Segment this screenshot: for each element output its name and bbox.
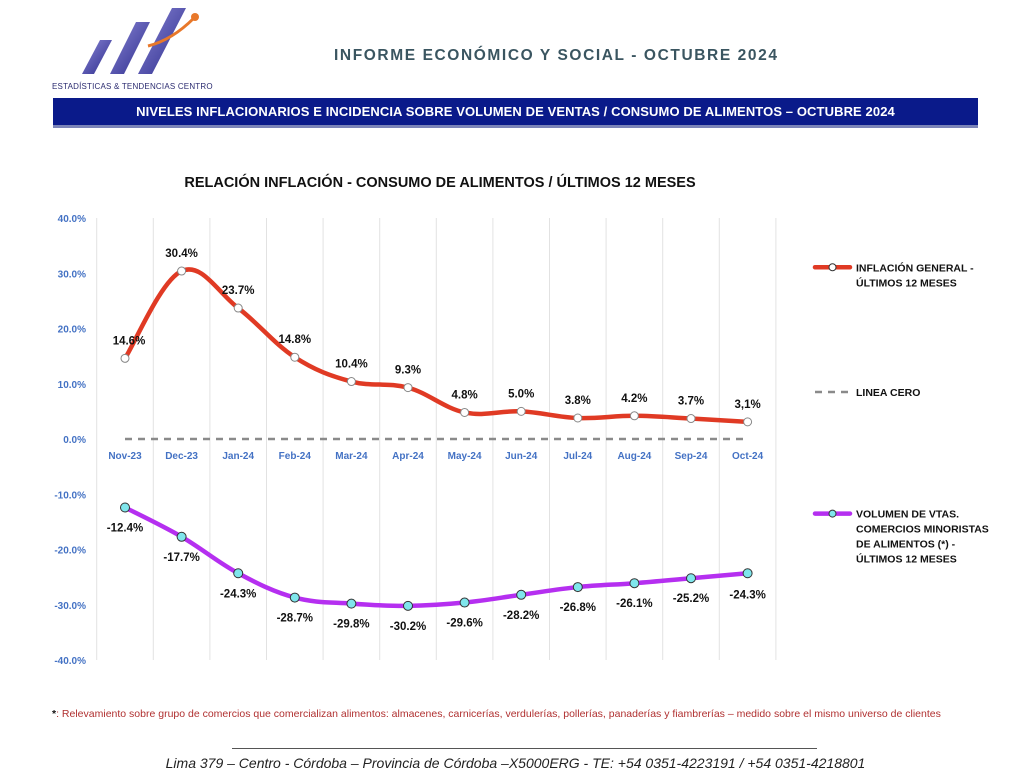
inflation-data-label: 4.8% — [451, 389, 477, 401]
legend-label: ÚLTIMOS 12 MESES — [856, 276, 957, 289]
banner-text: NIVELES INFLACIONARIOS E INCIDENCIA SOBR… — [136, 104, 895, 119]
volume-point — [289, 592, 300, 603]
volume-data-label: -25.2% — [673, 593, 709, 605]
y-tick-label: -20.0% — [54, 546, 86, 557]
volume-point — [233, 568, 244, 579]
x-tick-label: May-24 — [448, 451, 482, 462]
y-tick-label: -10.0% — [54, 490, 86, 501]
company-logo: ESTADÍSTICAS & TENDENCIAS CENTRO — [52, 2, 213, 94]
inflation-point — [177, 266, 187, 276]
volume-point — [572, 582, 583, 593]
x-tick-label: Jan-24 — [222, 451, 254, 462]
y-tick-label: 40.0% — [58, 214, 86, 225]
volume-data-label: -28.7% — [277, 613, 313, 625]
inflation-data-label: 3.8% — [565, 395, 591, 407]
inflation-point — [346, 377, 356, 387]
y-tick-label: 20.0% — [58, 325, 86, 336]
y-tick-label: 10.0% — [58, 380, 86, 391]
volume-point — [403, 600, 413, 611]
volume-point — [346, 598, 357, 609]
y-tick-label: 30.0% — [58, 269, 86, 280]
volume-point — [516, 589, 527, 600]
x-tick-label: Sep-24 — [675, 451, 708, 462]
report-title: INFORME ECONÓMICO Y SOCIAL - OCTUBRE 202… — [334, 47, 779, 64]
volume-data-label: -17.7% — [163, 552, 199, 564]
x-tick-label: Nov-23 — [108, 451, 142, 462]
volume-point — [459, 597, 470, 608]
inflation-data-label: 4.2% — [621, 393, 647, 405]
y-tick-label: -40.0% — [54, 656, 86, 667]
legend-label: LINEA CERO — [856, 387, 920, 399]
inflation-point — [629, 411, 639, 421]
legend-item: LINEA CERO — [815, 387, 920, 399]
inflation-point — [120, 353, 130, 363]
logo-mark-icon — [82, 8, 199, 74]
volume-data-label: -29.6% — [446, 618, 482, 630]
legend-label: DE ALIMENTOS (*) - — [856, 539, 956, 551]
volume-point — [686, 573, 696, 584]
footnote-marker: * — [52, 708, 57, 720]
legend-item: INFLACIÓN GENERAL - ÚLTIMOS 12 MESES — [812, 261, 974, 289]
volume-data-label: -29.8% — [333, 619, 369, 631]
inflation-point — [573, 413, 583, 423]
volume-data-label: -24.3% — [220, 588, 256, 600]
footer-address: Lima 379 – Centro - Córdoba – Provincia … — [165, 755, 866, 771]
inflation-data-label: 23.7% — [222, 285, 255, 297]
volume-data-label: -28.2% — [503, 610, 539, 622]
volume-point — [176, 531, 187, 542]
inflation-consumption-chart: RELACIÓN INFLACIÓN - CONSUMO DE ALIMENTO… — [54, 173, 989, 667]
legend-label: INFLACIÓN GENERAL - — [856, 261, 974, 274]
x-tick-label: Aug-24 — [617, 451, 651, 462]
volume-point — [742, 568, 753, 579]
logo-caption: ESTADÍSTICAS & TENDENCIAS CENTRO — [52, 82, 213, 91]
x-tick-label: Feb-24 — [279, 451, 312, 462]
inflation-point — [516, 406, 526, 416]
inflation-data-label: 9.3% — [395, 365, 421, 377]
legend-swatch-marker — [828, 509, 837, 518]
inflation-data-label: 3.7% — [678, 396, 704, 408]
x-tick-label: Dec-23 — [165, 451, 198, 462]
legend-label: VOLUMEN DE VTAS. — [856, 509, 959, 521]
footnote: *: Relevamiento sobre grupo de comercios… — [52, 708, 941, 720]
volume-data-label: -24.3% — [729, 589, 765, 601]
x-tick-label: Apr-24 — [392, 451, 424, 462]
inflation-data-label: 14.8% — [278, 334, 311, 346]
legend-label: COMERCIOS MINORISTAS — [856, 524, 989, 536]
volume-data-label: -12.4% — [107, 523, 143, 535]
volume-data-label: -30.2% — [390, 621, 426, 633]
y-tick-label: 0.0% — [63, 435, 86, 446]
footnote-text: : Relevamiento sobre grupo de comercios … — [56, 708, 941, 720]
volume-point — [629, 578, 640, 589]
inflation-point — [233, 303, 243, 313]
x-tick-label: Mar-24 — [335, 451, 368, 462]
inflation-point — [686, 414, 696, 424]
legend-item: VOLUMEN DE VTAS. COMERCIOS MINORISTAS DE A… — [812, 509, 989, 566]
x-tick-label: Oct-24 — [732, 451, 764, 462]
legend-swatch-marker — [828, 263, 837, 272]
footer-divider — [232, 748, 817, 749]
inflation-data-label: 10.4% — [335, 359, 368, 371]
inflation-data-label: 14.6% — [113, 335, 146, 347]
inflation-point — [460, 407, 470, 417]
y-tick-label: -30.0% — [54, 601, 86, 612]
volume-data-label: -26.1% — [616, 598, 652, 610]
legend-label: ÚLTIMOS 12 MESES — [856, 553, 957, 566]
x-tick-label: Jun-24 — [505, 451, 538, 462]
inflation-point — [403, 383, 413, 393]
inflation-point — [743, 417, 753, 427]
inflation-point — [290, 352, 300, 362]
chart-title: RELACIÓN INFLACIÓN - CONSUMO DE ALIMENTO… — [184, 173, 696, 191]
inflation-data-label: 30.4% — [165, 248, 198, 260]
inflation-data-label: 5.0% — [508, 388, 534, 400]
x-tick-label: Jul-24 — [563, 451, 592, 462]
inflation-data-label: 3,1% — [734, 399, 760, 411]
volume-point — [120, 502, 130, 513]
section-banner: NIVELES INFLACIONARIOS E INCIDENCIA SOBR… — [53, 98, 978, 128]
volume-data-label: -26.8% — [560, 602, 596, 614]
